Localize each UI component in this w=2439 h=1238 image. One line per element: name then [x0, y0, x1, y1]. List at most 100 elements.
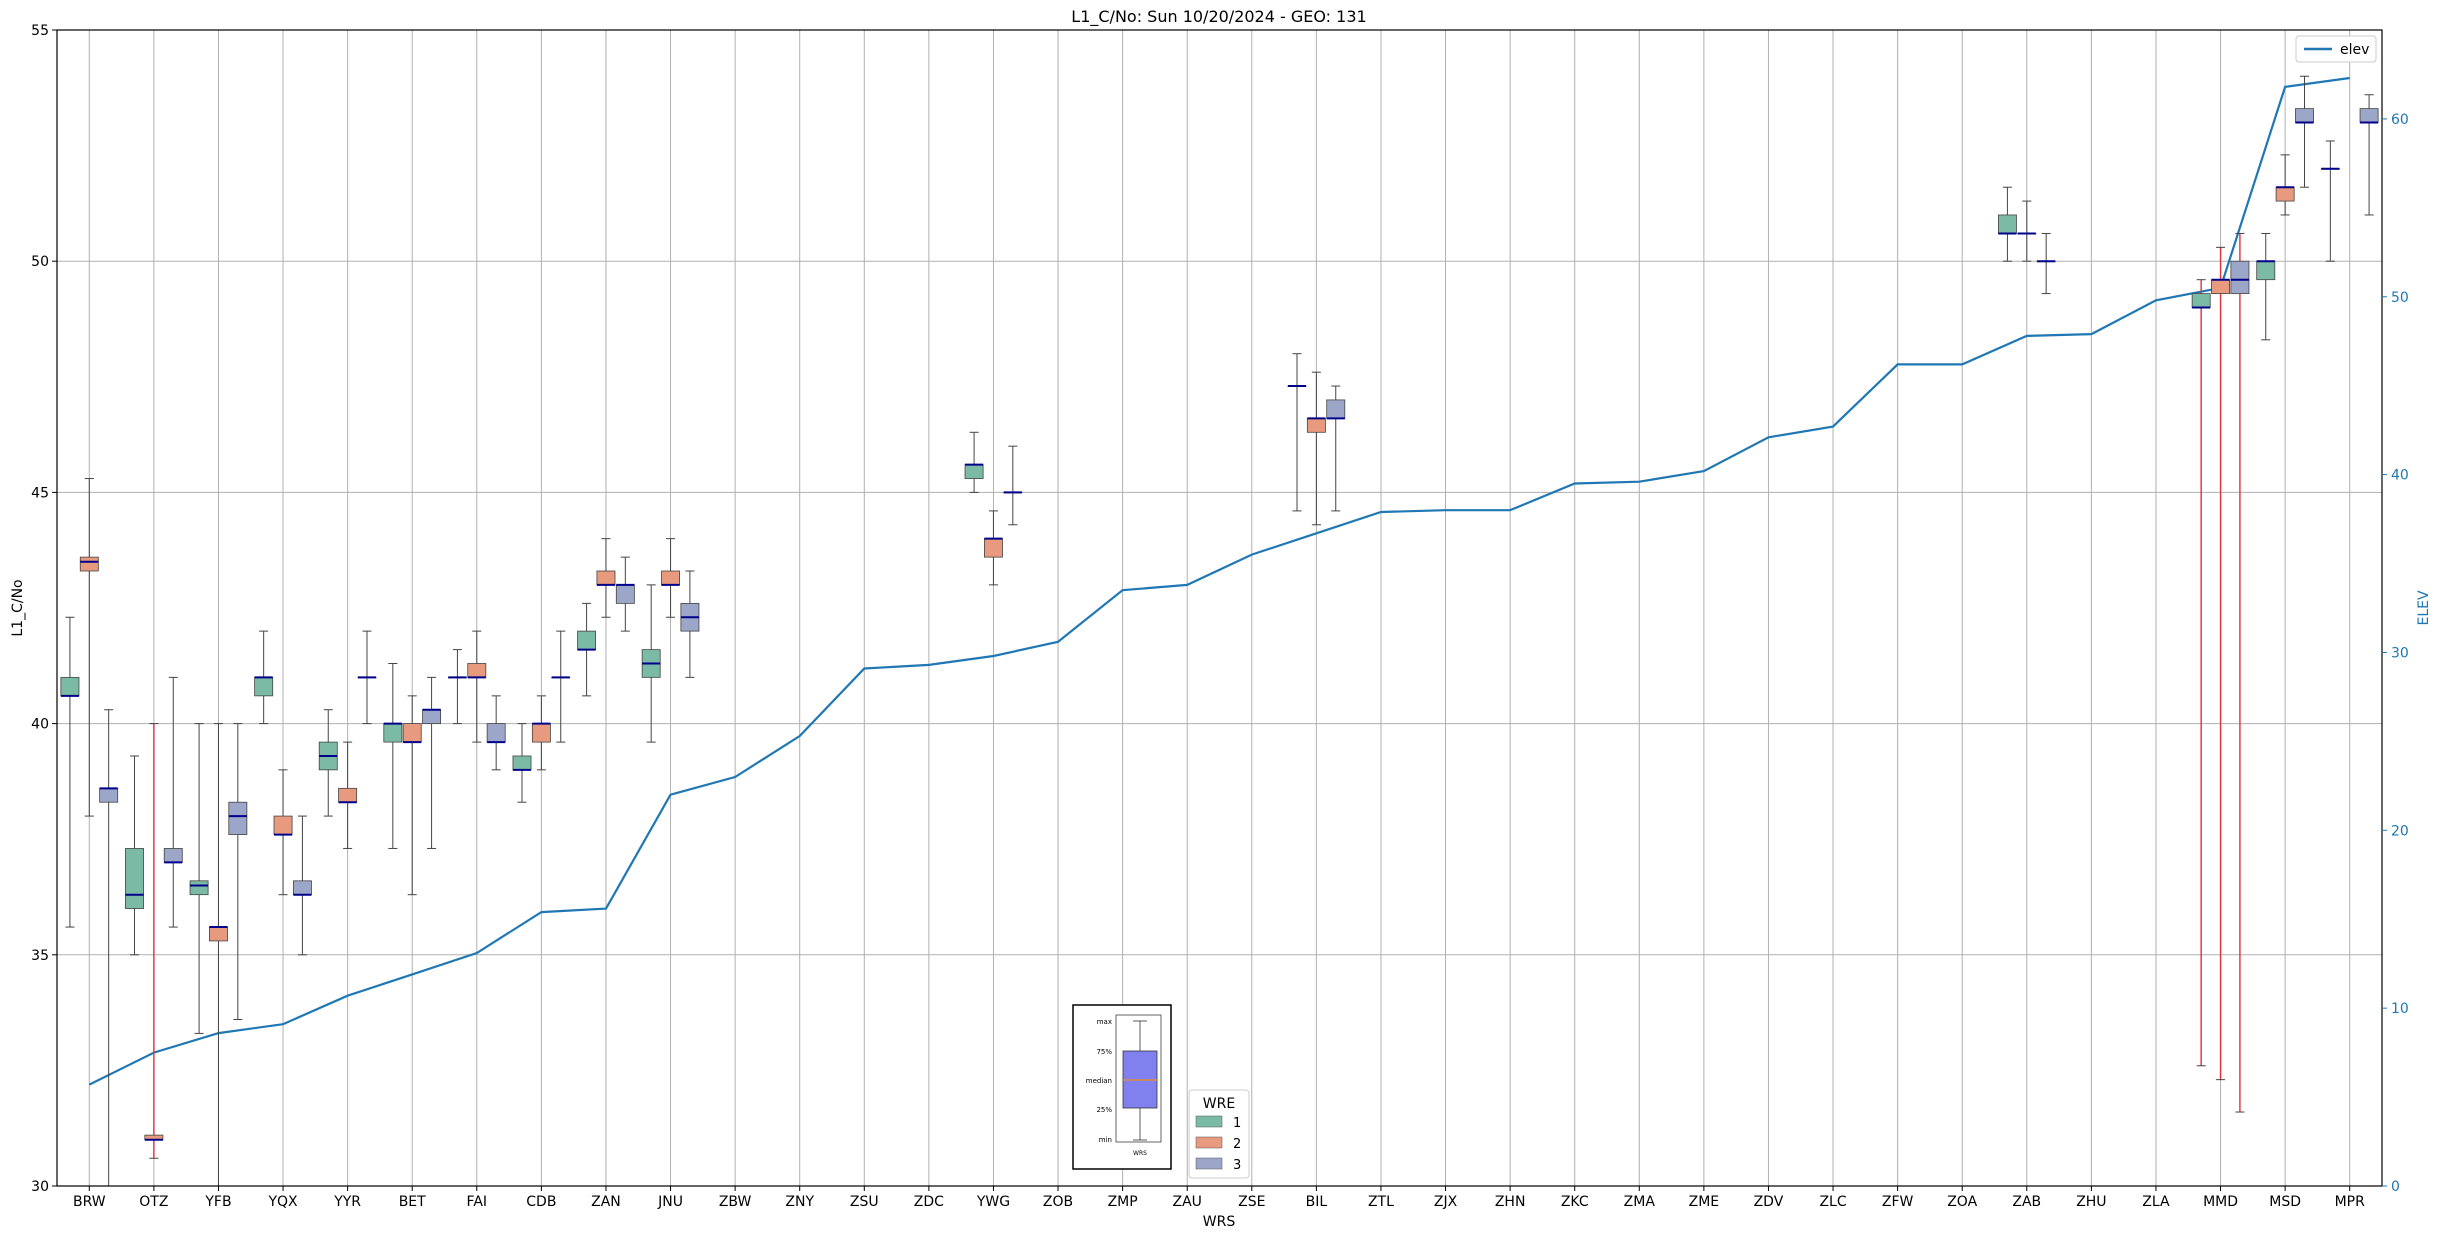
box-iqr — [338, 787, 358, 803]
wre-legend-swatch-2 — [1195, 1136, 1223, 1149]
elev-series — [88, 76, 2350, 1086]
box-plot-zan-wre2 — [596, 538, 616, 618]
plot-frame — [56, 29, 2383, 1187]
x-tick-label: BIL — [1306, 1194, 1328, 1210]
box-plot-bil-wre1 — [1287, 353, 1307, 512]
x-tick-label: MMD — [2203, 1194, 2238, 1210]
box-plot-zan-wre3 — [615, 556, 635, 632]
y2-tick-label: 50 — [2391, 290, 2409, 306]
box-plot-mmd-wre1 — [2191, 279, 2211, 1067]
box-iqr — [1997, 214, 2017, 234]
x-tick-label: ZAB — [2012, 1194, 2041, 1210]
box-iqr — [1326, 399, 1346, 419]
gridlines — [57, 29, 2382, 1187]
elev-line — [88, 76, 2350, 1086]
box-plot-brw-wre1 — [60, 616, 80, 928]
box-plot-zab-wre2 — [2017, 200, 2037, 262]
x-tick-label: ZDV — [1754, 1194, 1784, 1210]
box-plot-cdb-wre1 — [512, 723, 532, 803]
box-plot-jnu-wre1 — [641, 584, 661, 743]
box-key-inset: max 75% median 25% min WRS — [1072, 1004, 1172, 1170]
box-key-label-max: max — [1097, 1018, 1112, 1026]
y2-tick-label: 30 — [2391, 645, 2409, 661]
box-iqr — [661, 570, 680, 586]
x-tick-label: JNU — [657, 1194, 683, 1210]
box-plot-yyr-wre1 — [318, 709, 338, 817]
box-key-label-q1: 25% — [1096, 1106, 1112, 1114]
x-tick-label: OTZ — [139, 1194, 168, 1210]
x-tick-label: ZBW — [719, 1194, 752, 1210]
box-plot-fai-wre2 — [467, 630, 487, 743]
box-plot-otz-wre1 — [125, 755, 144, 956]
box-plot-bet-wre2 — [402, 695, 422, 896]
x-tick-label: ZLA — [2142, 1194, 2170, 1210]
box-plot-mpr-wre1 — [2320, 140, 2340, 262]
x-tick-label: ZMP — [1108, 1194, 1138, 1210]
box-plot-cdb-wre2 — [531, 695, 551, 771]
x-tick-label: ZAN — [591, 1194, 621, 1210]
y-tick-label: 30 — [31, 1179, 49, 1195]
box-iqr — [467, 663, 487, 678]
box-plot-ywg-wre3 — [1003, 445, 1023, 526]
box-plot-jnu-wre2 — [661, 538, 680, 618]
box-plot-brw-wre2 — [79, 478, 99, 817]
box-iqr — [531, 723, 551, 743]
x-tick-label: ZHN — [1495, 1194, 1526, 1210]
box-plot-mmd-wre3 — [2230, 232, 2250, 1113]
elev-legend: elev — [2295, 35, 2377, 63]
box-iqr — [60, 676, 80, 697]
box-plot-zan-wre1 — [577, 602, 597, 697]
x-tick-label: MSD — [2269, 1194, 2301, 1210]
box-plot-zab-wre1 — [1997, 186, 2017, 262]
box-iqr — [2295, 108, 2314, 123]
box-plot-cdb-wre3 — [551, 630, 571, 743]
box-iqr — [1306, 418, 1326, 433]
box-iqr — [273, 815, 293, 835]
box-plot-bet-wre3 — [422, 676, 442, 849]
x-tick-label: ZHU — [2076, 1194, 2106, 1210]
y2-axis-label: ELEV — [2416, 590, 2432, 625]
box-iqr — [99, 787, 119, 803]
x-tick-label: MPR — [2335, 1194, 2366, 1210]
box-plot-otz-wre3 — [163, 676, 183, 928]
box-key-label-q3: 75% — [1096, 1048, 1112, 1056]
box-plot-zab-wre3 — [2036, 232, 2056, 295]
x-axis-label: WRS — [1203, 1214, 1236, 1230]
wre-legend-label-2: 2 — [1233, 1137, 1241, 1152]
wre-legend-frame — [1188, 1089, 1250, 1179]
box-plot-bet-wre1 — [383, 662, 403, 849]
box-plot-yyr-wre2 — [338, 741, 358, 849]
x-tick-label: ZDC — [914, 1194, 944, 1210]
box-iqr — [79, 556, 99, 572]
y-tick-label: 55 — [31, 23, 49, 39]
x-tick-label: ZOA — [1947, 1194, 1977, 1210]
box-plot-yqx-wre1 — [254, 630, 274, 725]
box-iqr — [512, 755, 532, 771]
x-tick-label: YWG — [976, 1194, 1010, 1210]
y-tick-label: 40 — [31, 717, 49, 733]
box-iqr — [2256, 260, 2276, 281]
y2-tick-label: 40 — [2391, 468, 2409, 484]
elev-legend-label: elev — [2340, 42, 2369, 58]
box-iqr — [402, 723, 422, 743]
y-tick-label: 35 — [31, 948, 49, 964]
x-tick-label: ZOB — [1043, 1194, 1073, 1210]
x-tick-label: BRW — [73, 1194, 106, 1210]
x-tick-label: YQX — [267, 1194, 298, 1210]
box-key-label-min: min — [1099, 1136, 1112, 1144]
x-tick-label: ZLC — [1819, 1194, 1846, 1210]
box-plot-bil-wre2 — [1306, 371, 1326, 526]
y-axis-label: L1_C/No — [10, 579, 26, 636]
x-tick-label: BET — [399, 1194, 426, 1210]
wre-legend-label-1: 1 — [1233, 1116, 1241, 1131]
box-plot-msd-wre3 — [2295, 75, 2314, 188]
wre-legend: WRE 1 2 3 — [1188, 1089, 1250, 1179]
box-iqr — [2359, 108, 2379, 123]
x-tick-label: ZFW — [1882, 1194, 1914, 1210]
x-tick-label: FAI — [467, 1194, 487, 1210]
box-iqr — [254, 676, 274, 697]
wre-legend-label-3: 3 — [1233, 1158, 1241, 1173]
x-tick-label: ZSU — [850, 1194, 879, 1210]
box-iqr — [2275, 186, 2295, 202]
